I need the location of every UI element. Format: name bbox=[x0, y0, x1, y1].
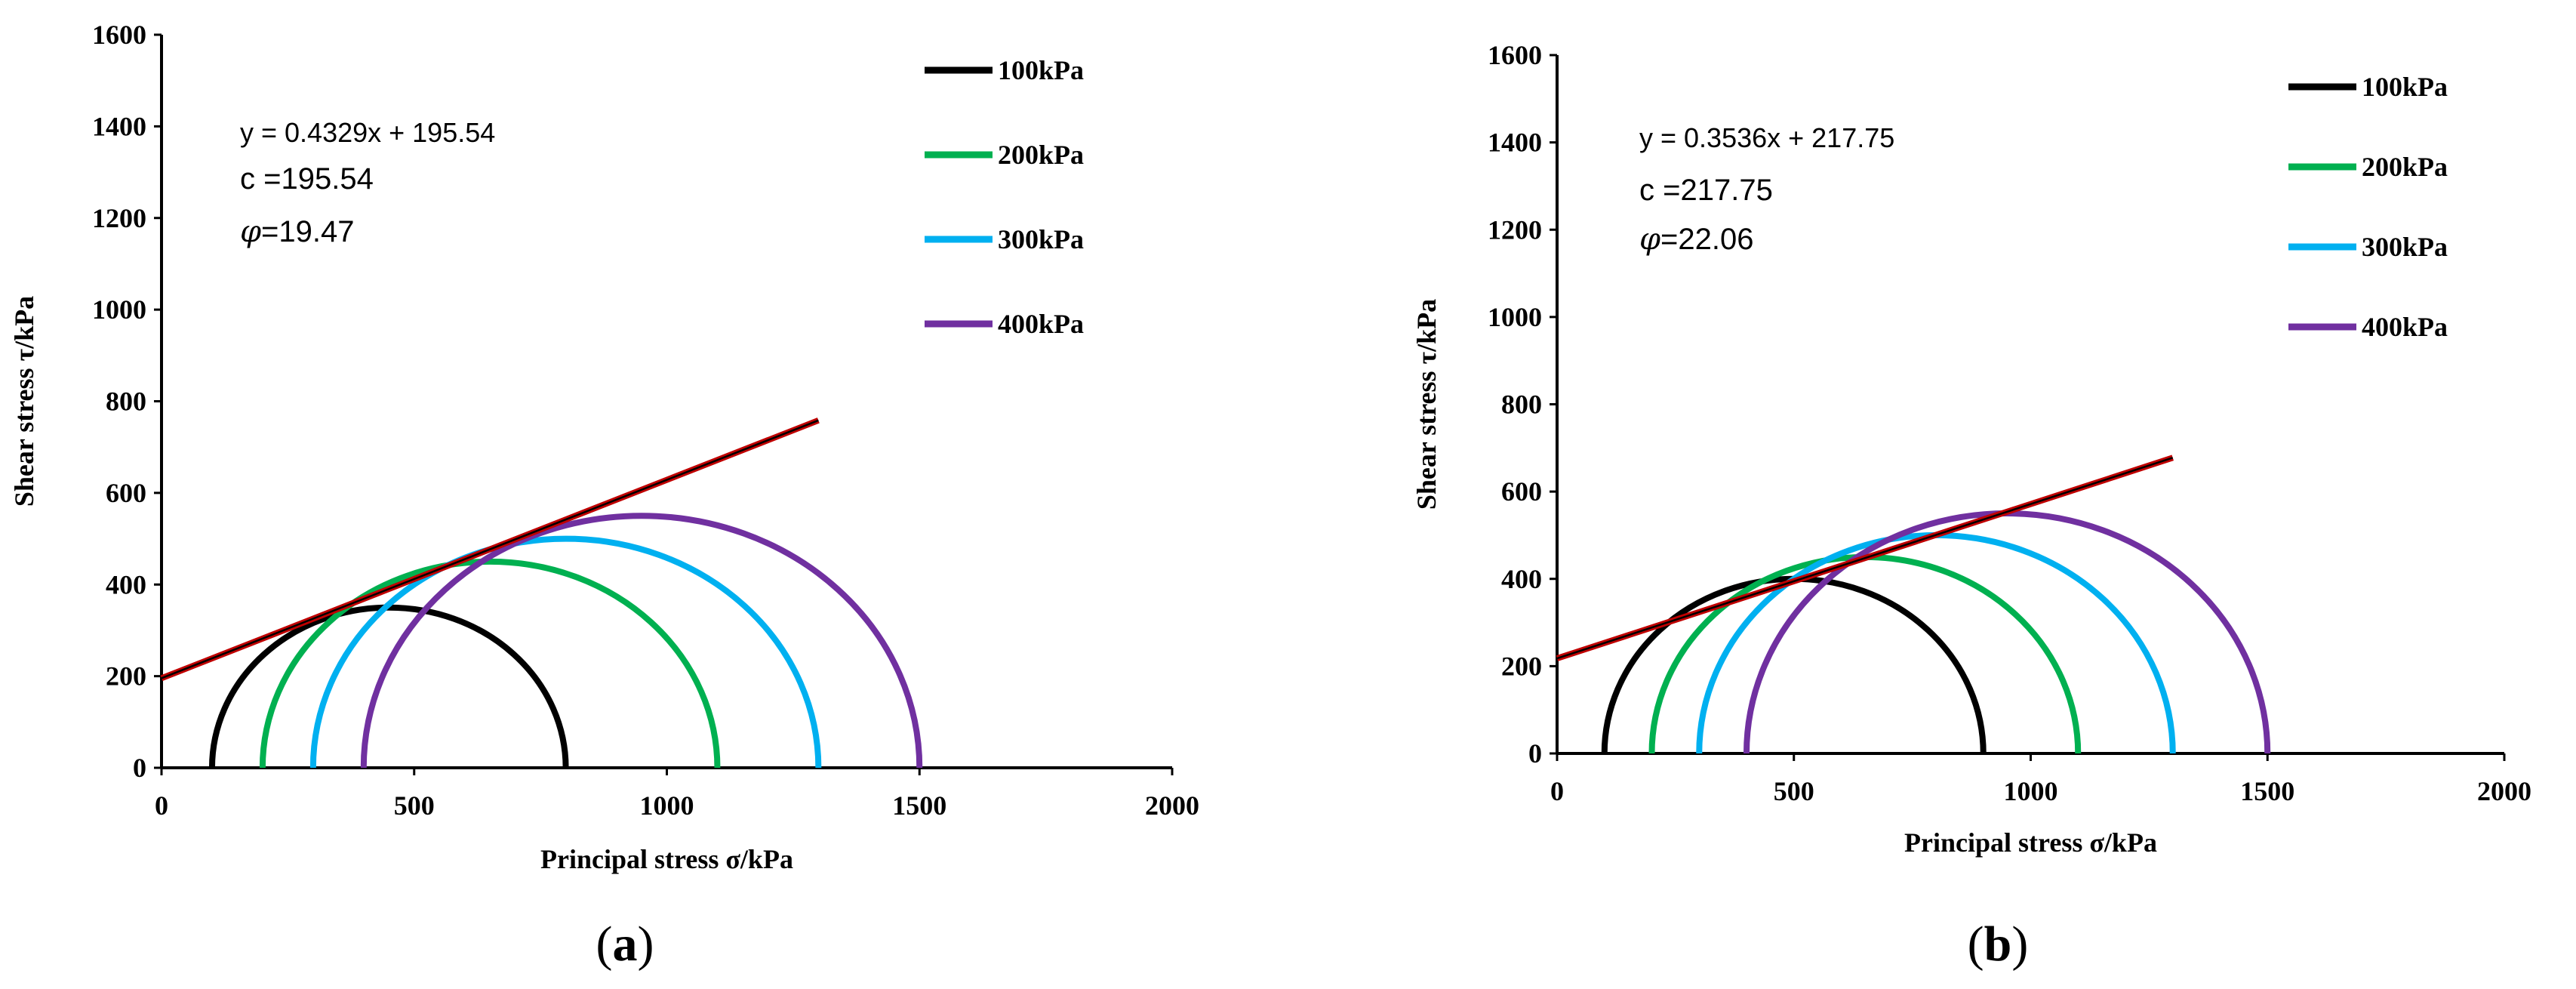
chart-b-panel-label: (b) bbox=[1968, 917, 2029, 972]
chart-a-panel-label: (a) bbox=[596, 917, 654, 972]
chart-b-legend-label-300kPa: 300kPa bbox=[2362, 232, 2448, 262]
chart-b-legend-label-200kPa: 200kPa bbox=[2362, 152, 2448, 182]
chart-a-y-tick-label: 1000 bbox=[92, 294, 146, 325]
chart-a-mohr-circle-200kPa bbox=[259, 558, 721, 769]
chart-b-envelope-trendline bbox=[1556, 457, 2174, 660]
chart-b-x-tick-label: 0 bbox=[1550, 776, 1564, 806]
chart-b-y-tick-label: 200 bbox=[1501, 651, 1542, 681]
chart-b-x-tick-label: 500 bbox=[1774, 776, 1814, 806]
chart-b-legend-label-100kPa: 100kPa bbox=[2362, 72, 2448, 102]
chart-a-legend-label-100kPa: 100kPa bbox=[998, 55, 1084, 85]
chart-a-x-tick-label: 1500 bbox=[892, 790, 946, 821]
chart-a-x-axis-title: Principal stress σ/kPa bbox=[540, 844, 793, 874]
chart-b-x-tick-label: 1500 bbox=[2240, 776, 2294, 806]
chart-b-y-tick-label: 1200 bbox=[1488, 214, 1542, 245]
chart-a-y-tick-label: 800 bbox=[106, 387, 146, 417]
chart-a-mohr-circle-300kPa bbox=[309, 535, 822, 769]
chart-a-cohesion-label: c =195.54 bbox=[240, 162, 374, 196]
chart-a-y-tick-label: 1400 bbox=[92, 111, 146, 141]
chart-a-friction-angle-label: φ=19.47 bbox=[240, 214, 354, 249]
chart-a-y-axis-title: Shear stress τ/kPa bbox=[9, 296, 39, 507]
chart-a-y-tick-label: 1200 bbox=[92, 203, 146, 233]
chart-b-x-tick-label: 2000 bbox=[2477, 776, 2531, 806]
chart-b-y-tick-label: 1400 bbox=[1488, 128, 1542, 158]
chart-a-x-tick-label: 500 bbox=[394, 790, 435, 821]
chart-a-y-tick-label: 200 bbox=[106, 661, 146, 692]
chart-b-friction-angle-label: φ=22.06 bbox=[1639, 222, 1753, 257]
chart-b-legend-label-400kPa: 400kPa bbox=[2362, 312, 2448, 342]
chart-a-mohr-circle-400kPa bbox=[360, 513, 923, 769]
chart-b-y-tick-label: 600 bbox=[1501, 476, 1542, 507]
chart-b-y-tick-label: 0 bbox=[1528, 738, 1542, 769]
chart-b-y-axis-title: Shear stress τ/kPa bbox=[1411, 299, 1442, 510]
chart-a-y-tick-label: 0 bbox=[133, 753, 146, 783]
chart-b-x-axis-title: Principal stress σ/kPa bbox=[1904, 827, 2157, 858]
chart-a-y-tick-label: 1600 bbox=[92, 20, 146, 50]
chart-a-envelope-trendline bbox=[161, 419, 819, 679]
chart-b-y-tick-label: 800 bbox=[1501, 390, 1542, 420]
chart-a-legend-label-200kPa: 200kPa bbox=[998, 140, 1084, 170]
chart-a-x-tick-label: 0 bbox=[155, 790, 168, 821]
chart-b-mohr-circle-200kPa bbox=[1648, 553, 2082, 754]
chart-b-y-tick-label: 1000 bbox=[1488, 302, 1542, 332]
chart-b-y-tick-label: 1600 bbox=[1488, 40, 1542, 70]
chart-b-mohr-circle-100kPa bbox=[1601, 575, 1987, 754]
chart-a-legend-label-300kPa: 300kPa bbox=[998, 224, 1084, 254]
chart-b-cohesion-label: c =217.75 bbox=[1639, 174, 1773, 207]
chart-b-x-tick-label: 1000 bbox=[2004, 776, 2058, 806]
chart-b-y-tick-label: 400 bbox=[1501, 564, 1542, 594]
chart-a-y-tick-label: 400 bbox=[106, 569, 146, 599]
chart-a-x-tick-label: 1000 bbox=[640, 790, 694, 821]
chart-a-x-tick-label: 2000 bbox=[1145, 790, 1199, 821]
chart-a-legend-label-400kPa: 400kPa bbox=[998, 309, 1084, 339]
chart-b-trendline-equation: y = 0.3536x + 217.75 bbox=[1639, 122, 1894, 153]
chart-a-trendline-equation: y = 0.4329x + 195.54 bbox=[240, 117, 495, 148]
chart-b-mohr-circle-400kPa bbox=[1743, 510, 2271, 754]
chart-a-y-tick-label: 600 bbox=[106, 478, 146, 508]
